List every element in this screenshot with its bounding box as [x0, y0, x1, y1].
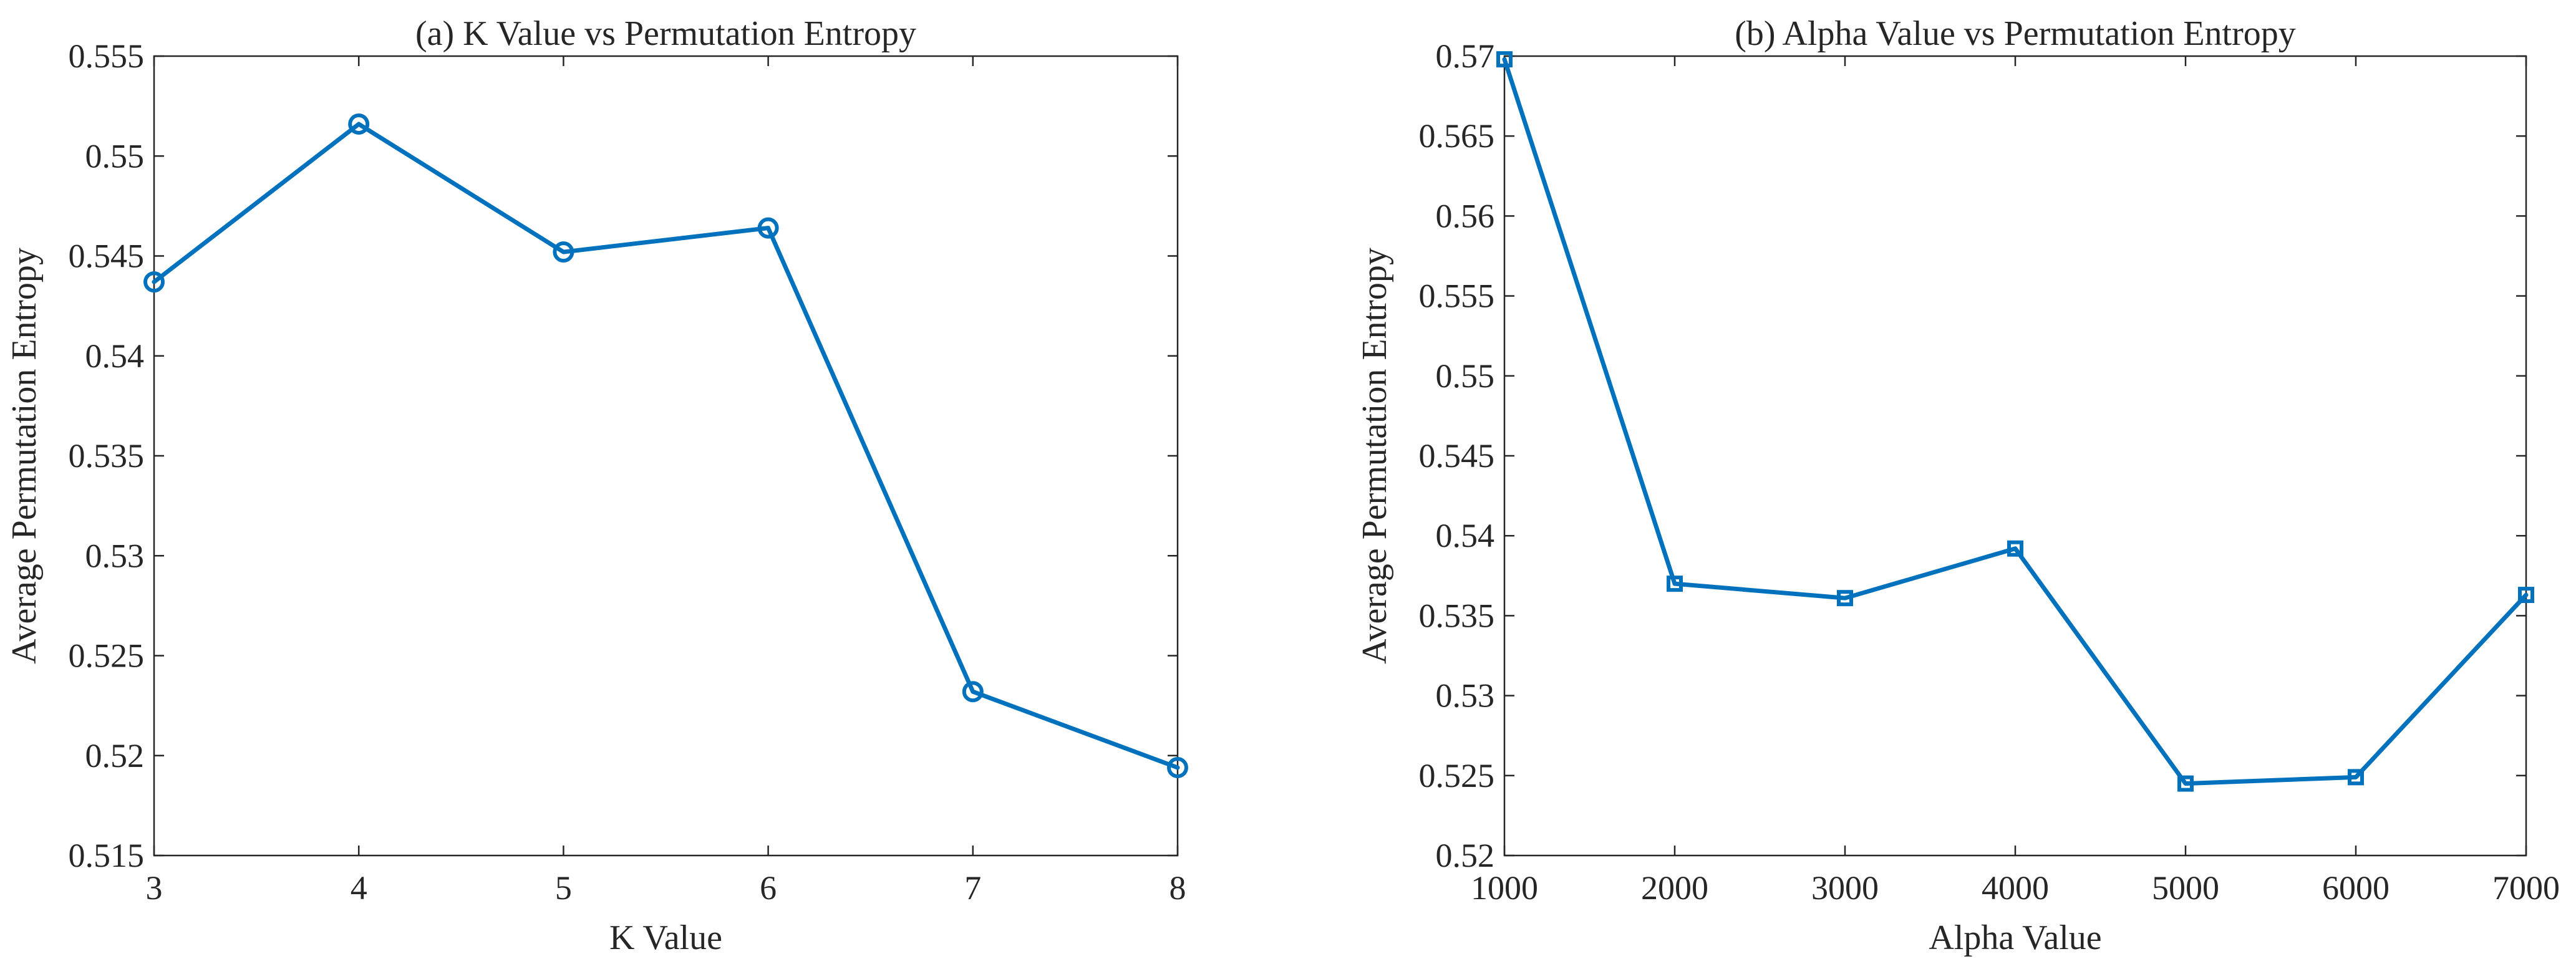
- y-tick-label: 0.565: [1419, 117, 1495, 155]
- x-tick-label: 3: [146, 869, 163, 907]
- x-axis-label: K Value: [609, 918, 722, 957]
- y-axis-label: Average Permutation Entropy: [5, 248, 44, 664]
- data-point: [2518, 587, 2534, 604]
- y-tick-label: 0.535: [1419, 597, 1495, 634]
- plot-area-frame: [153, 55, 1179, 857]
- y-tick-label: 0.53: [1436, 677, 1495, 715]
- x-tick-label: 6: [760, 869, 777, 907]
- x-tick-label: 3000: [1811, 869, 1879, 907]
- x-tick-label: 6000: [2322, 869, 2390, 907]
- x-tick-label: 5000: [2152, 869, 2219, 907]
- y-tick-label: 0.515: [69, 837, 145, 874]
- y-tick-label: 0.545: [1419, 437, 1495, 475]
- data-point: [2348, 769, 2364, 786]
- y-tick-label: 0.545: [69, 238, 145, 275]
- x-tick-label: 4: [351, 869, 367, 907]
- y-tick-label: 0.53: [85, 537, 145, 574]
- data-point: [1837, 590, 1853, 607]
- y-tick-label: 0.55: [1436, 357, 1495, 395]
- data-point: [348, 113, 370, 135]
- x-axis-label: Alpha Value: [1929, 918, 2101, 957]
- data-point: [1667, 576, 1683, 592]
- series-line: [152, 122, 1180, 770]
- series-line: [1502, 57, 2529, 786]
- x-tick-label: 2000: [1641, 869, 1708, 907]
- y-tick-label: 0.525: [69, 637, 145, 675]
- y-tick-label: 0.54: [85, 337, 145, 375]
- y-axis-label: Average Permutation Entropy: [1355, 248, 1394, 664]
- y-tick-label: 0.525: [1419, 757, 1495, 794]
- x-tick-label: 5: [555, 869, 572, 907]
- y-tick-label: 0.52: [85, 737, 145, 774]
- data-point: [1496, 51, 1513, 68]
- data-point: [143, 271, 165, 293]
- data-point: [1167, 756, 1188, 778]
- data-point: [2177, 775, 2194, 792]
- data-point: [757, 217, 779, 239]
- chart-panel-k-value: 0.515 0.52 0.525 0.53 0.535 0.54 0.545 0.55 0.55…: [5, 14, 1188, 957]
- data-point: [962, 681, 984, 703]
- data-point: [2007, 540, 2023, 557]
- x-tick-label: 8: [1169, 869, 1186, 907]
- x-tick-label: 4000: [1982, 869, 2049, 907]
- plot-area-frame: [1503, 55, 2527, 857]
- x-tick-label: 7: [964, 869, 981, 907]
- y-tick-label: 0.52: [1436, 837, 1495, 874]
- x-tick-label: 7000: [2492, 869, 2560, 907]
- y-tick-label: 0.555: [1419, 277, 1495, 315]
- y-tick-label: 0.535: [69, 437, 145, 475]
- y-tick-label: 0.54: [1436, 517, 1495, 554]
- data-point: [553, 241, 574, 263]
- chart-title: (b) Alpha Value vs Permutation Entropy: [1735, 14, 2296, 53]
- y-tick-label: 0.56: [1436, 197, 1495, 234]
- chart-panel-alpha-value: 0.52 0.525 0.53 0.535 0.54 0.545 0.55 0.555 0.56…: [1355, 14, 2560, 957]
- chart-title: (a) K Value vs Permutation Entropy: [415, 14, 916, 53]
- y-tick-label: 0.555: [69, 37, 145, 75]
- y-tick-label: 0.57: [1436, 37, 1495, 75]
- y-tick-label: 0.55: [85, 137, 145, 175]
- x-tick-label: 1000: [1471, 869, 1538, 907]
